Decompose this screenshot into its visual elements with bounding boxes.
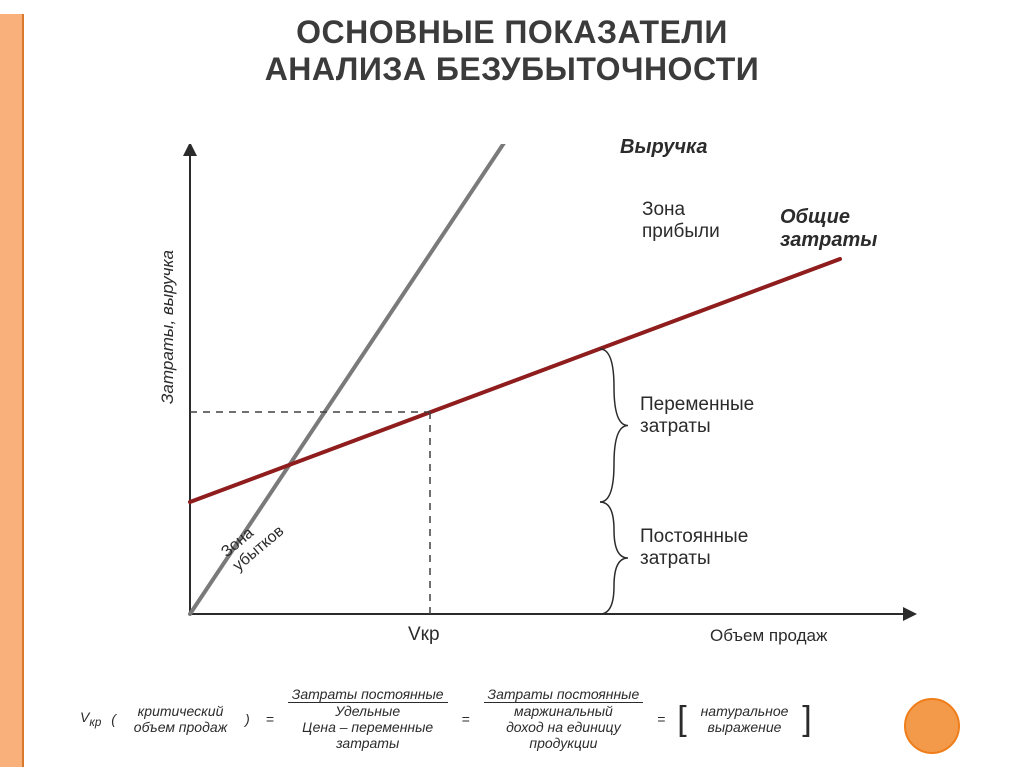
decorative-circle-icon: [904, 698, 960, 754]
equals-1: =: [260, 711, 280, 727]
formula-frac1: Затраты постоянные Удельные Цена – перем…: [288, 686, 448, 751]
paren-open: (: [105, 711, 122, 727]
formula-result: натуральное выражение: [697, 703, 793, 735]
frac2-num: Затраты постоянные: [484, 686, 644, 703]
result-top: натуральное: [697, 703, 793, 719]
formula-group1: критический объем продаж: [130, 703, 231, 735]
equals-2: =: [455, 711, 475, 727]
left-accent-stripe: [0, 14, 24, 767]
group1-bot: объем продаж: [130, 719, 231, 735]
y-axis-label: Затраты, выручка: [158, 250, 178, 404]
frac1-den: Удельные Цена – переменные затраты: [288, 703, 448, 751]
x-axis-label: Объем продаж: [710, 626, 827, 646]
frac1-num: Затраты постоянные: [288, 686, 448, 703]
vkr-label: Vкр: [408, 624, 440, 646]
variable-costs-label: Переменныезатраты: [640, 394, 754, 438]
bracket-open-icon: [: [675, 703, 688, 735]
formula-v-sub: кр: [89, 716, 101, 729]
equals-3: =: [651, 711, 671, 727]
fixed-costs-label: Постоянныезатраты: [640, 526, 748, 570]
page-title: ОСНОВНЫЕ ПОКАЗАТЕЛИ АНАЛИЗА БЕЗУБЫТОЧНОС…: [0, 14, 1024, 88]
formula-v: V: [80, 709, 89, 725]
total-costs-label: Общиезатраты: [780, 206, 877, 252]
group1-top: критический: [130, 703, 231, 719]
title-line1: ОСНОВНЫЕ ПОКАЗАТЕЛИ: [296, 14, 728, 50]
formula-frac2: Затраты постоянные маржинальный доход на…: [484, 686, 644, 751]
revenue-label: Выручка: [620, 136, 708, 159]
breakeven-formula: Vкр ( критический объем продаж ) = Затра…: [80, 686, 814, 751]
result-bot: выражение: [697, 719, 793, 735]
paren-close: ): [239, 711, 256, 727]
breakeven-chart: Затраты, выручка Выручка Зонаприбыли Общ…: [120, 144, 940, 664]
bracket-close-icon: ]: [800, 703, 813, 735]
profit-zone-label: Зонаприбыли: [642, 199, 720, 243]
title-line2: АНАЛИЗА БЕЗУБЫТОЧНОСТИ: [265, 51, 760, 87]
frac2-den: маржинальный доход на единицу продукции: [484, 703, 644, 751]
